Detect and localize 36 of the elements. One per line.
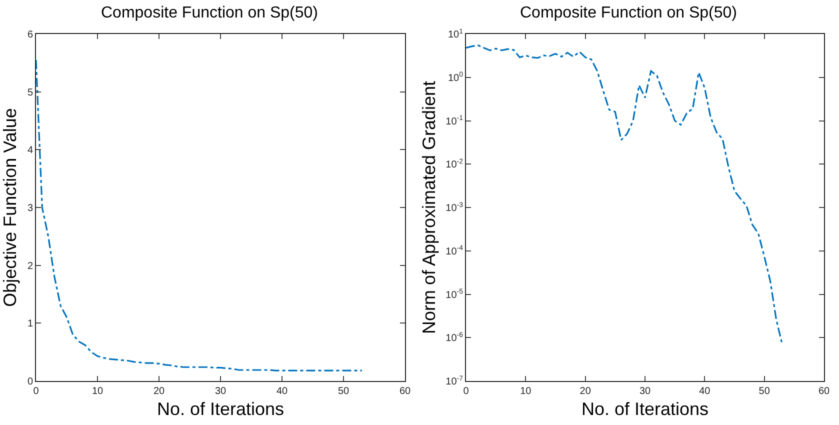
x-tick-label: 20 — [580, 386, 592, 397]
y-tick-label: 10$^{1}$ — [448, 28, 464, 40]
line-series — [36, 59, 363, 372]
x-tick-label: 30 — [214, 386, 226, 397]
y-axis-title: Norm of Approximated Gradient — [419, 80, 439, 334]
y-tick-label: 3 — [27, 203, 34, 214]
y-tick-label: 10$^{-5}$ — [446, 288, 464, 301]
y-tick-label: 1 — [27, 318, 34, 330]
y-tick-label: 6 — [27, 30, 34, 40]
x-tick-label: 20 — [153, 386, 165, 397]
y-tick-label: 10$^{-7}$ — [446, 375, 464, 388]
chart-title: Composite Function on Sp(50) — [520, 4, 737, 22]
x-tick-label: 40 — [276, 386, 288, 397]
x-tick-label: 10 — [92, 386, 104, 397]
chart-title: Composite Function on Sp(50) — [101, 4, 318, 22]
y-tick-label: 10$^{-3}$ — [446, 202, 464, 214]
y-tick-label: 4 — [27, 145, 34, 156]
x-axis-title: No. of Iterations — [581, 399, 709, 420]
line-series — [466, 44, 784, 346]
x-tick-label: 50 — [338, 386, 350, 397]
y-tick-label: 10$^{-6}$ — [446, 332, 464, 344]
x-tick-label: 10 — [520, 386, 532, 397]
x-tick-label: 60 — [399, 386, 411, 397]
y-tick-label: 2 — [27, 260, 34, 272]
y-tick-label: 0 — [27, 376, 34, 388]
y-tick-label: 10$^{0}$ — [448, 72, 464, 84]
y-axis-title: Objective Function Value — [0, 108, 20, 307]
x-tick-label: 60 — [818, 386, 830, 397]
y-tick-label: 10$^{-2}$ — [446, 158, 464, 171]
y-tick-label: 10$^{-1}$ — [446, 115, 464, 128]
y-tick-label: 5 — [27, 87, 34, 98]
y-tick-label: 10$^{-4}$ — [446, 245, 464, 258]
x-axis-title: No. of Iterations — [156, 399, 284, 420]
x-tick-label: 30 — [639, 386, 651, 397]
x-tick-label: 40 — [699, 386, 711, 397]
x-tick-label: 50 — [758, 386, 770, 397]
